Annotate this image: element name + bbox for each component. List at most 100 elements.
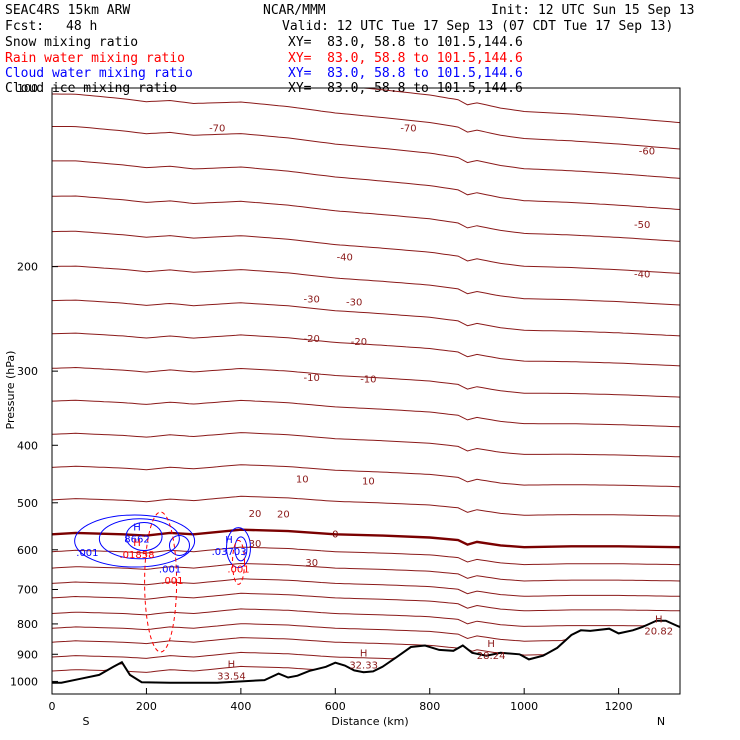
isotherm-label: -30 xyxy=(304,294,320,305)
x-end-label-left: S xyxy=(83,715,90,728)
annotation-value: .001 xyxy=(159,564,181,575)
isotherm-line-above-3 xyxy=(51,399,681,428)
fcst-value: 48 h xyxy=(66,19,98,34)
isotherm-line-above-6 xyxy=(51,299,681,337)
annotation-value: .03703 xyxy=(212,547,247,558)
isotherm-label: -10 xyxy=(304,373,320,384)
isotherm-line-above-1 xyxy=(51,464,681,488)
isotherm-line-above-13 xyxy=(52,87,681,124)
fcst-label: Fcst: xyxy=(5,19,45,34)
y-tick-label: 700 xyxy=(17,584,38,597)
annotation-value: .001 xyxy=(76,548,98,559)
y-axis-label: Pressure (hPa) xyxy=(4,351,17,430)
isotherm-line-below-1 xyxy=(51,562,681,582)
isotherm-label: 30 xyxy=(305,558,318,569)
hydrometeor-contours xyxy=(74,511,252,653)
x-tick-label: 800 xyxy=(419,700,440,713)
isotherm-line-above-12 xyxy=(52,93,681,150)
annotation-value: 8662 xyxy=(124,535,149,546)
source-label: NCAR/MMM xyxy=(263,3,326,18)
annotation-value: 20.82 xyxy=(644,627,673,638)
field-xy-cloud-water: XY= 83.0, 58.8 to 101.5,144.6 xyxy=(288,66,523,81)
isotherm-line-above-2 xyxy=(51,432,681,458)
annotation-marker: H xyxy=(133,538,141,549)
freezing-level-path xyxy=(51,528,681,549)
x-end-label-right: N xyxy=(657,715,665,728)
isotherm-label: -70 xyxy=(400,123,416,134)
cloud-water-contour-mid xyxy=(98,518,180,560)
isotherm-label: -50 xyxy=(634,220,650,231)
isotherm-label: -10 xyxy=(360,375,376,386)
isotherm-label: 30 xyxy=(249,539,262,550)
annotation-value: 32.33 xyxy=(349,661,378,672)
isotherm-line-below-2 xyxy=(51,578,681,597)
y-tick-label: 200 xyxy=(17,261,38,274)
isotherm-line-above-11 xyxy=(52,126,681,179)
x-tick-label: 200 xyxy=(136,700,157,713)
cloud-water-contour-inner xyxy=(125,522,163,552)
field-xy-snow: XY= 83.0, 58.8 to 101.5,144.6 xyxy=(288,35,523,50)
annotation-value: .01858 xyxy=(119,550,154,561)
init-time: Init: 12 UTC Sun 15 Sep 13 xyxy=(491,3,695,18)
x-tick-label: 1200 xyxy=(605,700,633,713)
field-name-snow: Snow mixing ratio xyxy=(5,35,139,50)
isotherm-line-above-7 xyxy=(51,265,681,306)
isotherm-line-above-10 xyxy=(52,160,681,210)
terrain-line xyxy=(52,619,681,684)
isotherm-label: 20 xyxy=(277,509,290,520)
x-tick-label: 600 xyxy=(325,700,346,713)
isotherm-line-below-0 xyxy=(51,546,680,566)
x-tick-label: 0 xyxy=(49,700,56,713)
freezing-level-label: 0 xyxy=(332,529,338,540)
annotation-value: 28.24 xyxy=(477,651,506,662)
y-tick-label: 300 xyxy=(17,365,38,378)
annotation-value: 33.54 xyxy=(217,672,246,683)
y-tick-label: 500 xyxy=(17,497,38,510)
isotherm-label: -40 xyxy=(337,252,353,263)
rain-contour-plume xyxy=(144,511,178,653)
y-tick-label: 100 xyxy=(17,82,38,95)
cloud-water-contour-second xyxy=(226,527,252,569)
x-tick-label: 400 xyxy=(230,700,251,713)
isotherm-label: -20 xyxy=(304,334,320,345)
isotherm-label: 10 xyxy=(296,475,309,486)
freezing-level-line xyxy=(51,528,681,549)
y-tick-label: 600 xyxy=(17,544,38,557)
field-name-cloud-water: Cloud water mixing ratio xyxy=(5,66,193,81)
annotation-marker: H xyxy=(487,639,495,650)
valid-time: Valid: 12 UTC Tue 17 Sep 13 (07 CDT Tue … xyxy=(282,19,674,34)
annotation-marker: H xyxy=(133,523,141,534)
isotherm-lines xyxy=(51,87,681,673)
isotherm-line-above-5 xyxy=(51,332,681,367)
annotation-marker: H xyxy=(360,649,368,660)
isotherm-label: -40 xyxy=(634,269,650,280)
annotation-marker: H xyxy=(655,615,663,626)
annotation-value: .001 xyxy=(227,564,249,575)
isotherm-line-below-4 xyxy=(51,608,681,627)
x-axis-label: Distance (km) xyxy=(331,715,408,728)
isotherm-label: 10 xyxy=(362,476,375,487)
isotherm-line-above-0 xyxy=(51,495,680,517)
isotherm-label: -60 xyxy=(639,147,655,158)
cloud-water-contour-second-inner xyxy=(234,536,248,562)
cloud-water-contour-outer xyxy=(74,514,196,568)
x-tick-label: 1000 xyxy=(510,700,538,713)
isotherm-line-above-9 xyxy=(52,195,681,242)
y-tick-label: 400 xyxy=(17,439,38,452)
field-name-rain: Rain water mixing ratio xyxy=(5,51,186,66)
y-tick-label: 1000 xyxy=(10,675,38,688)
isotherm-label: 20 xyxy=(249,509,262,520)
isotherm-label: -70 xyxy=(209,123,225,134)
annotation-marker: H xyxy=(228,660,236,671)
y-tick-label: 900 xyxy=(17,648,38,661)
plot-frame xyxy=(51,87,681,695)
annotation-marker: H xyxy=(225,535,233,546)
isotherm-line-above-8 xyxy=(51,230,681,274)
model-title: SEAC4RS 15km ARW xyxy=(5,3,131,18)
isotherm-line-above-4 xyxy=(51,366,681,398)
field-xy-rain: XY= 83.0, 58.8 to 101.5,144.6 xyxy=(288,51,523,66)
annotation-value: .001 xyxy=(161,576,183,587)
rain-contour-small xyxy=(232,539,246,585)
